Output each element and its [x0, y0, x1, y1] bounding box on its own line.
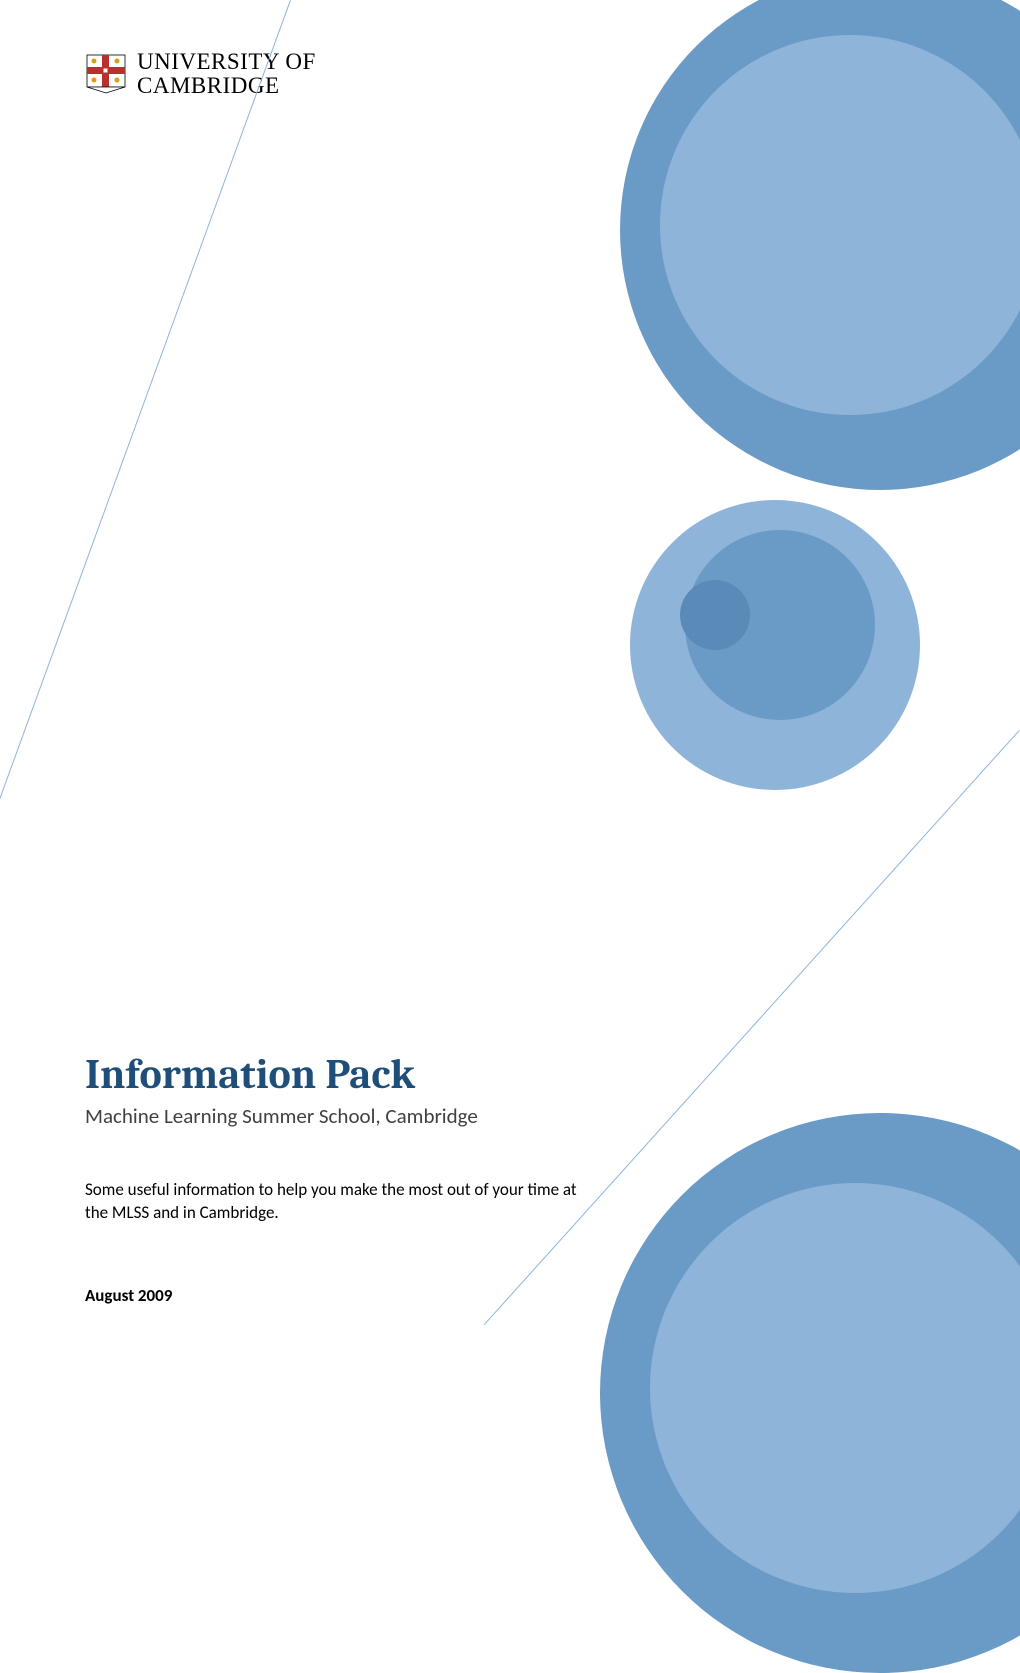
university-name: UNIVERSITY OF CAMBRIDGE — [137, 50, 316, 98]
logo-line-2: CAMBRIDGE — [137, 74, 316, 98]
page-date: August 2009 — [85, 1285, 585, 1306]
page-title: Information Pack — [85, 1050, 585, 1099]
logo-line-1: UNIVERSITY OF — [137, 50, 316, 74]
cambridge-crest-icon — [85, 53, 127, 95]
page-description: Some useful information to help you make… — [85, 1179, 585, 1225]
decorative-line-1 — [0, 0, 291, 799]
document-page: UNIVERSITY OF CAMBRIDGE Information Pack… — [0, 0, 1020, 1443]
content-block: Information Pack Machine Learning Summer… — [85, 1050, 585, 1306]
page-subtitle: Machine Learning Summer School, Cambridg… — [85, 1103, 585, 1129]
decorative-circle-1-inner — [660, 35, 1020, 415]
decorative-circle-2-dot — [680, 580, 750, 650]
